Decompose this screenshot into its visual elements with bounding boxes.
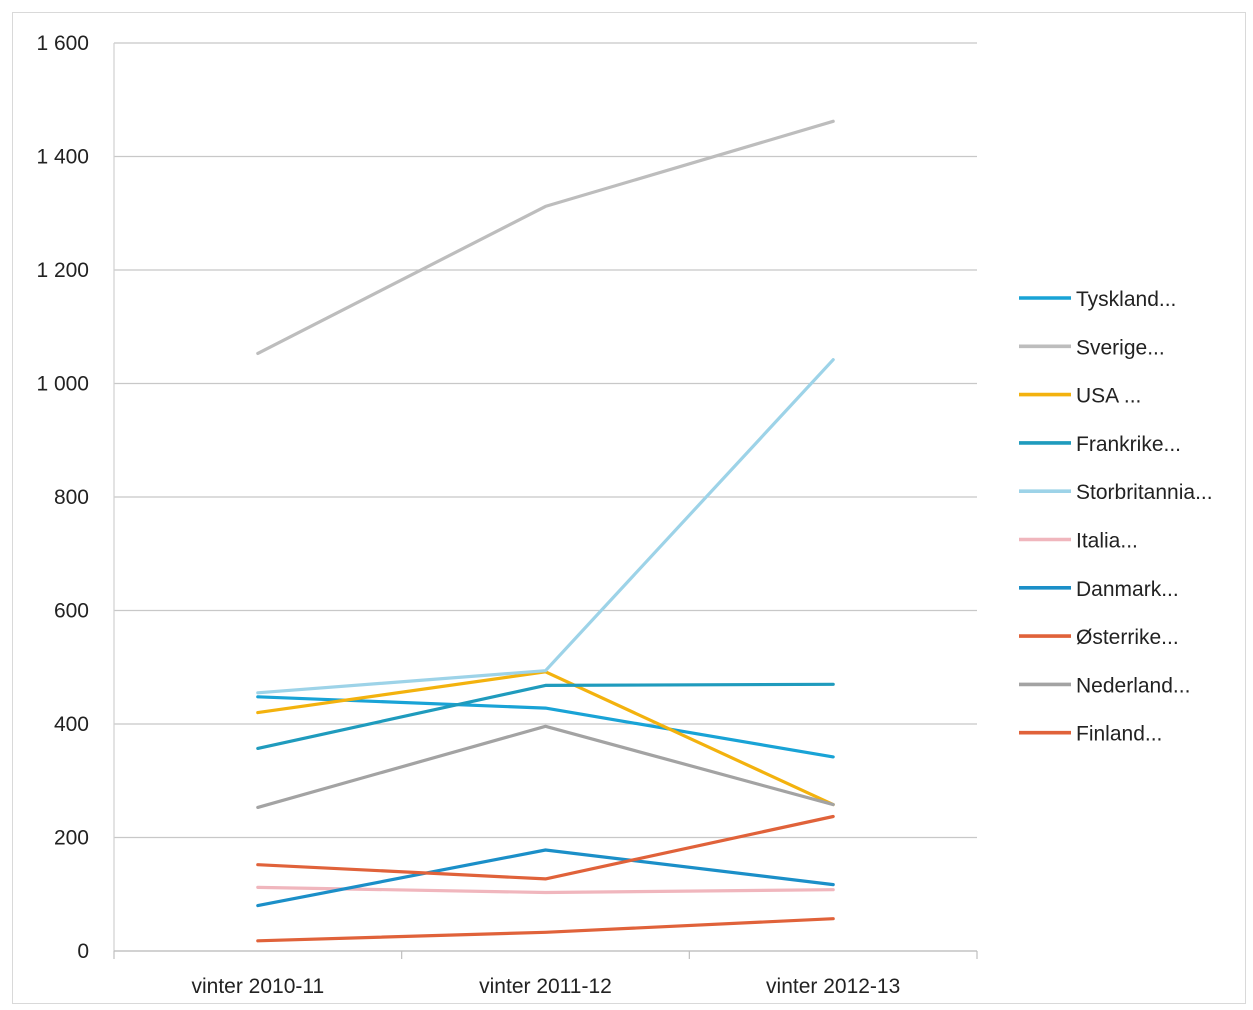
legend-label: Storbritannia...	[1076, 481, 1213, 504]
legend-label: Finland...	[1076, 723, 1162, 746]
x-tick-label: vinter 2012-13	[766, 975, 900, 998]
y-tick-label: 600	[54, 600, 89, 623]
legend-label: Sverige...	[1076, 336, 1165, 359]
series-lines	[256, 119, 835, 943]
y-axis-tick-labels: 0 200 400 600 800 1 000 1 200 1 400 1 600	[36, 32, 89, 963]
y-tick-label: 1 600	[36, 32, 89, 55]
chart-frame: 0 200 400 600 800 1 000 1 200 1 400 1 600 vinter…	[12, 12, 1246, 1004]
y-tick-label: 800	[54, 486, 89, 509]
legend-label: USA ...	[1076, 385, 1141, 408]
series-line-6	[256, 885, 835, 895]
legend-label: Nederland...	[1076, 674, 1190, 697]
x-axis: vinter 2010-11 vinter 2011-12 vinter 2012-…	[113, 43, 978, 998]
series-line-4	[256, 682, 835, 751]
y-tick-label: 1 400	[36, 146, 89, 169]
line-chart: 0 200 400 600 800 1 000 1 200 1 400 1 600 vinter…	[36, 32, 1213, 998]
gridlines	[114, 42, 977, 952]
y-tick-label: 400	[54, 713, 89, 736]
legend-label: Danmark...	[1076, 578, 1179, 601]
legend-label: Frankrike...	[1076, 433, 1181, 456]
legend: Tyskland... Sverige... USA ... Frankrike...…	[1019, 288, 1213, 746]
series-line-7	[256, 848, 835, 908]
series-line-10	[256, 917, 835, 943]
legend-label: Tyskland...	[1076, 288, 1176, 311]
x-tick-label: vinter 2011-12	[479, 975, 612, 998]
series-line-9	[256, 724, 835, 810]
series-line-2	[256, 119, 835, 355]
y-tick-label: 200	[54, 827, 89, 850]
x-tick-label: vinter 2010-11	[191, 975, 324, 998]
y-tick-label: 1 000	[36, 373, 89, 396]
legend-label: Østerrike...	[1076, 626, 1179, 649]
series-line-5	[256, 358, 835, 695]
legend-label: Italia...	[1076, 530, 1138, 553]
y-tick-label: 0	[77, 940, 89, 963]
series-line-8	[256, 814, 835, 881]
y-tick-label: 1 200	[36, 259, 89, 282]
